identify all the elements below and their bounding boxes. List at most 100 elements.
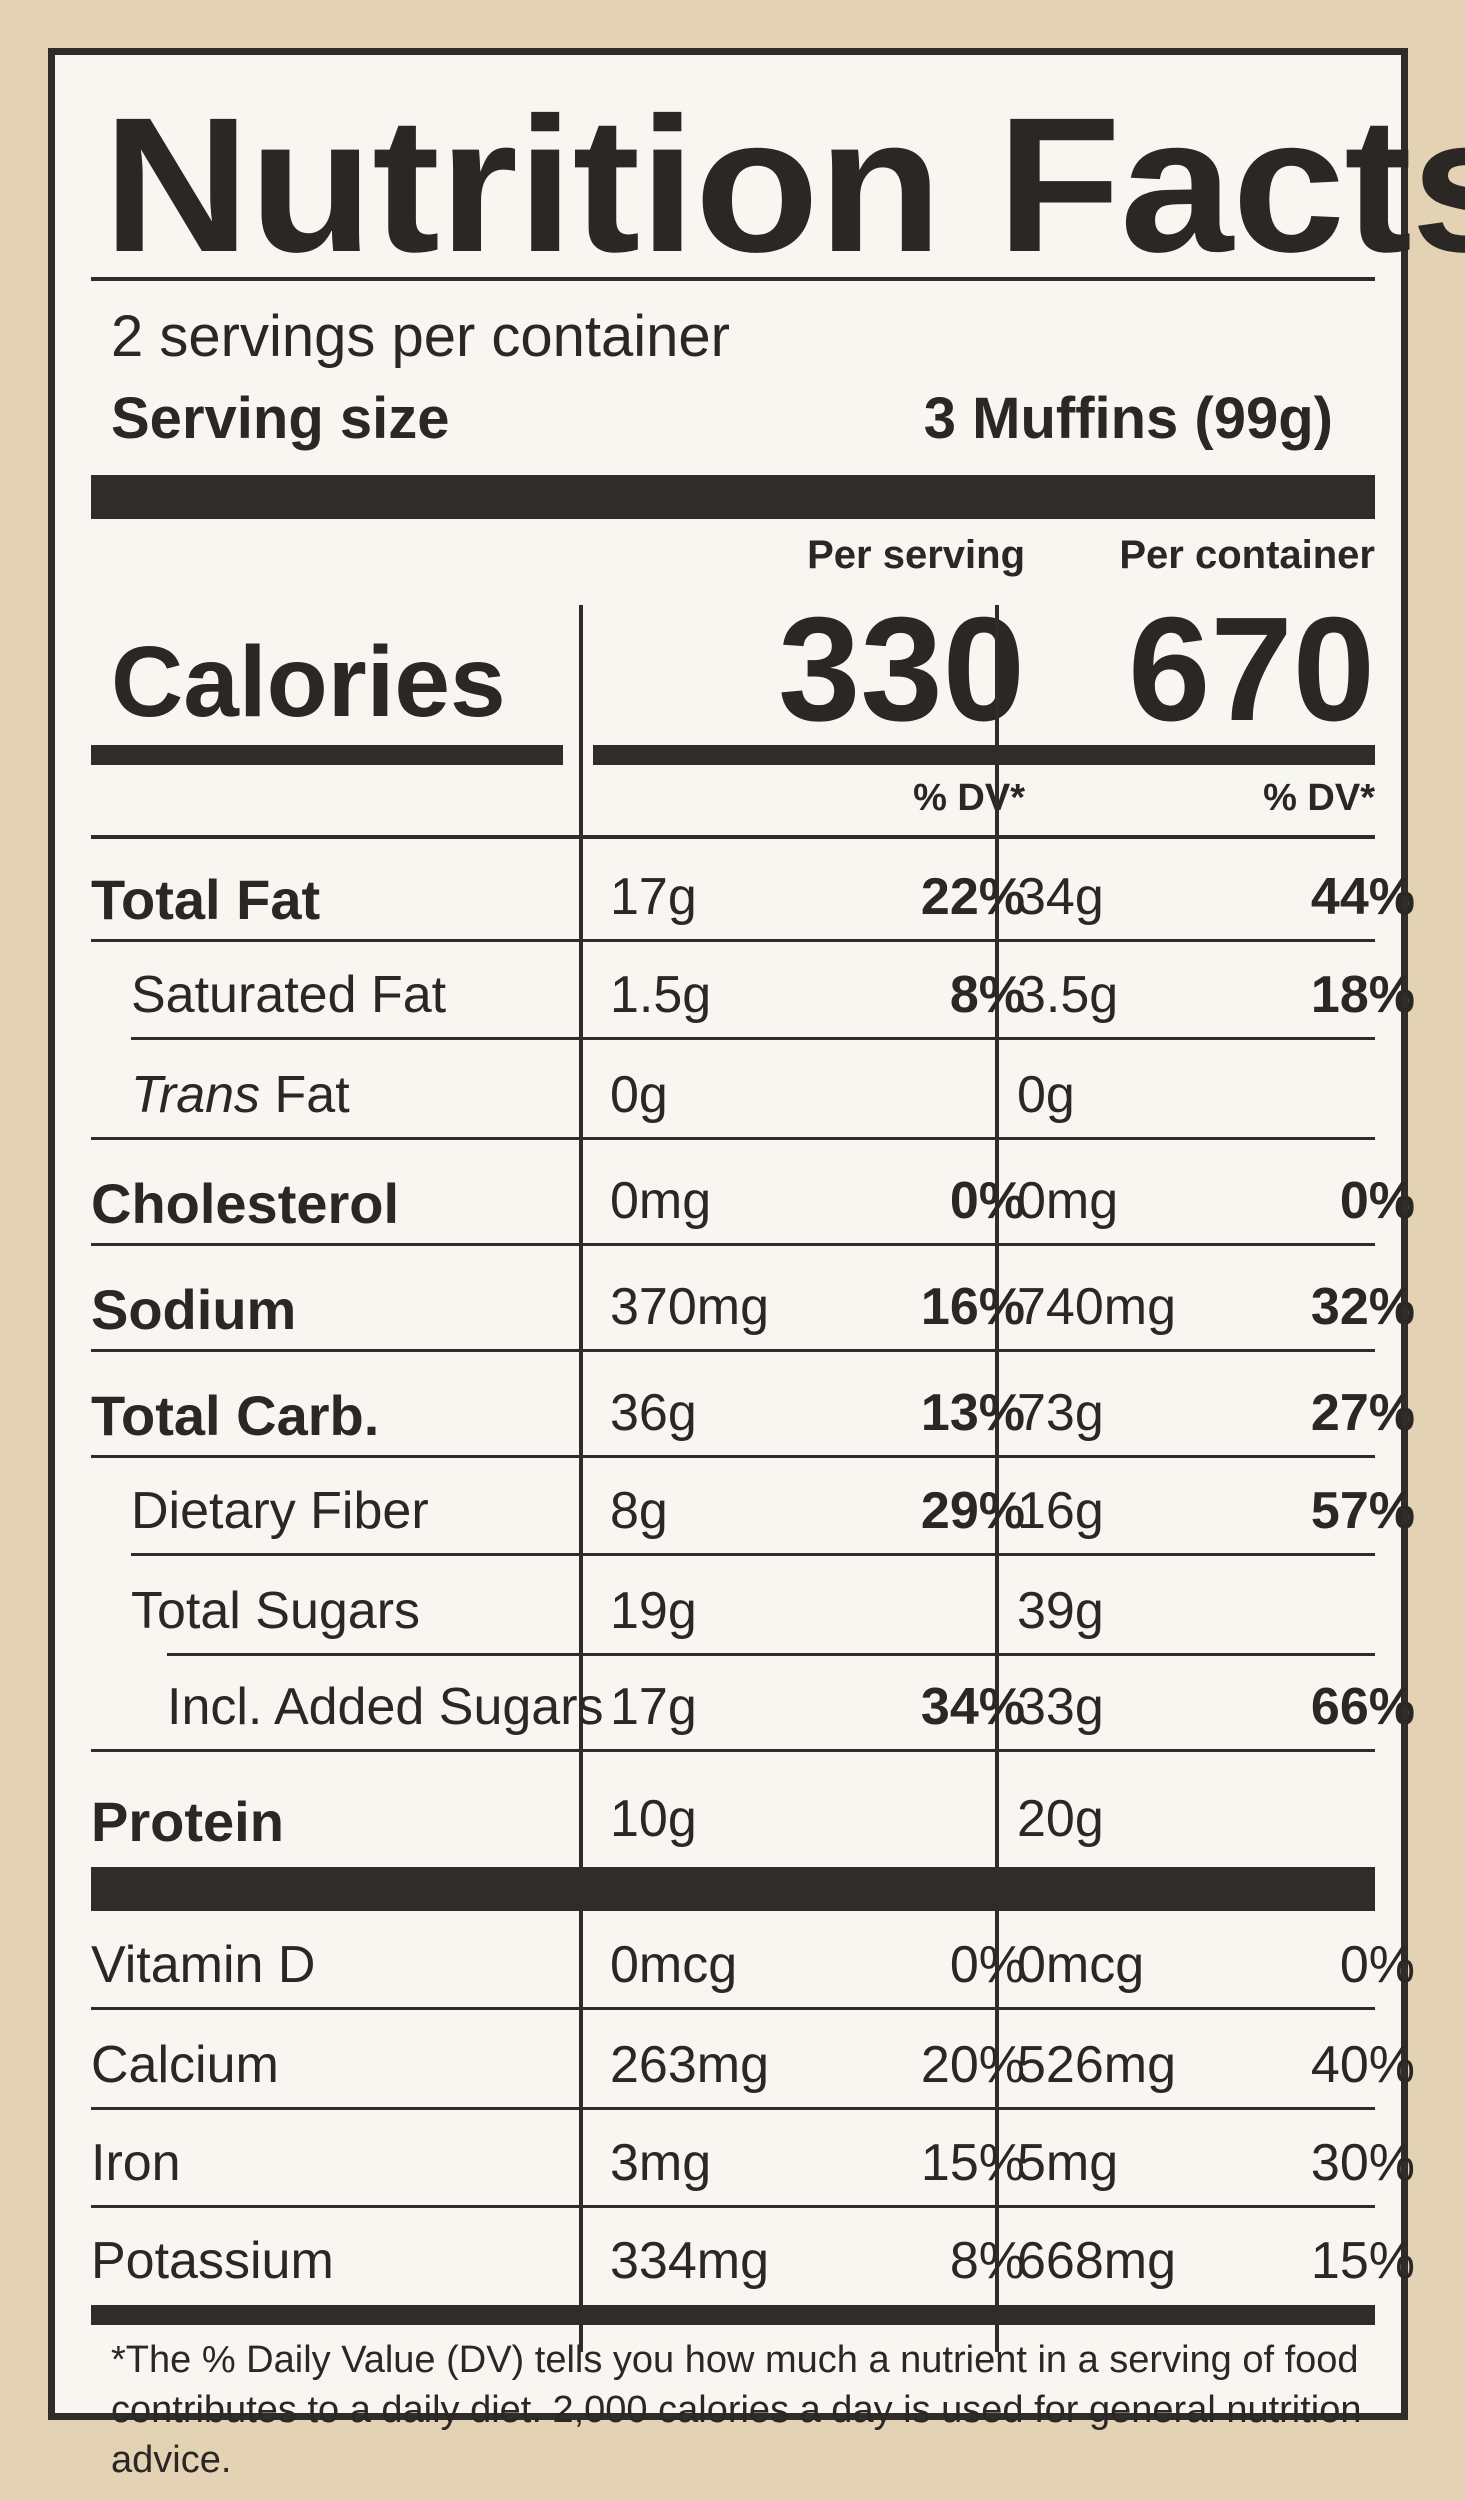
dv-per-container: 57% xyxy=(1310,1482,1415,1540)
nutrient-name-text: Total Sugars xyxy=(131,1582,421,1640)
calories-per-serving: 330 xyxy=(778,587,1025,752)
panel-title: Nutrition Facts xyxy=(103,77,1465,292)
vitamin-row: Vitamin D 0mcg 0% 0mcg 0% xyxy=(55,1913,1415,2010)
dv-per-serving: 8% xyxy=(949,966,1025,1024)
amount-per-serving: 8g xyxy=(610,1482,668,1540)
amount-per-container: 0mcg xyxy=(1017,1936,1145,1994)
amount-per-serving: 17g xyxy=(610,868,697,926)
nutrient-name-text: Saturated Fat xyxy=(131,966,447,1024)
dv-header-rule xyxy=(91,835,1375,839)
amount-per-serving: 334mg xyxy=(610,2232,769,2290)
nutrient-name-text: Fat xyxy=(260,1066,350,1124)
dv-per-serving: 15% xyxy=(920,2134,1025,2192)
amount-per-container: 3.5g xyxy=(1017,966,1119,1024)
column-divider-2 xyxy=(995,605,999,2352)
row-divider xyxy=(91,1455,1375,1458)
amount-per-serving: 1.5g xyxy=(610,966,712,1024)
dv-per-container: 44% xyxy=(1310,868,1415,926)
per-serving-header: Per serving xyxy=(807,533,1025,577)
row-divider xyxy=(91,1243,1375,1246)
calories-rule-right xyxy=(1005,745,1375,765)
row-divider xyxy=(91,2107,1375,2110)
amount-per-serving: 0mg xyxy=(610,1172,712,1230)
dv-per-container: 0% xyxy=(1339,1172,1415,1230)
vitamin-name: Potassium xyxy=(91,2232,334,2290)
nutrient-row: Dietary Fiber 8g 29% 16g 57% xyxy=(55,1459,1415,1556)
nutrient-name: Dietary Fiber xyxy=(131,1481,611,1541)
amount-per-serving: 19g xyxy=(610,1582,697,1640)
nutrient-name-text: Sodium xyxy=(91,1278,297,1341)
amount-per-container: 740mg xyxy=(1017,1278,1176,1336)
amount-per-serving: 10g xyxy=(610,1790,697,1848)
thick-bar-bottom xyxy=(91,2305,1375,2325)
amount-per-container: 526mg xyxy=(1017,2036,1176,2094)
dv-header-container: % DV* xyxy=(1263,777,1375,819)
row-divider xyxy=(91,1749,1375,1752)
row-divider xyxy=(91,2007,1375,2010)
nutrient-row: Saturated Fat 1.5g 8% 3.5g 18% xyxy=(55,943,1415,1040)
amount-per-container: 5mg xyxy=(1017,2134,1119,2192)
calories-rule-mid xyxy=(593,745,1025,765)
amount-per-container: 20g xyxy=(1017,1790,1104,1848)
vitamin-name: Iron xyxy=(91,2134,181,2192)
dv-per-container: 40% xyxy=(1310,2036,1415,2094)
dv-per-container: 32% xyxy=(1310,1278,1415,1336)
nutrient-name: Trans Fat xyxy=(131,1065,611,1125)
dv-per-serving: 22% xyxy=(920,868,1025,926)
amount-per-serving: 370mg xyxy=(610,1278,769,1336)
amount-per-serving: 3mg xyxy=(610,2134,712,2192)
nutrient-name: Total Carb. xyxy=(91,1383,571,1448)
nutrient-name: Total Fat xyxy=(91,867,571,932)
nutrient-name-text: Cholesterol xyxy=(91,1172,400,1235)
nutrient-name: Cholesterol xyxy=(91,1171,571,1236)
vitamin-row: Potassium 334mg 8% 668mg 15% xyxy=(55,2209,1415,2305)
dv-per-container: 0% xyxy=(1339,1936,1415,1994)
nutrient-name: Incl. Added Sugars xyxy=(167,1677,647,1737)
dv-per-container: 66% xyxy=(1310,1678,1415,1736)
servings-per-container: 2 servings per container xyxy=(111,304,730,369)
thick-bar-top xyxy=(91,475,1375,519)
amount-per-serving: 263mg xyxy=(610,2036,769,2094)
dv-per-serving: 0% xyxy=(949,1936,1025,1994)
amount-per-container: 668mg xyxy=(1017,2232,1176,2290)
amount-per-container: 39g xyxy=(1017,1582,1104,1640)
thick-bar-vitamins xyxy=(91,1867,1375,1911)
amount-per-serving: 17g xyxy=(610,1678,697,1736)
nutrient-name-text: Protein xyxy=(91,1790,284,1853)
dv-per-serving: 16% xyxy=(920,1278,1025,1336)
nutrient-name: Protein xyxy=(91,1789,571,1854)
nutrient-name: Saturated Fat xyxy=(131,965,611,1025)
amount-per-container: 16g xyxy=(1017,1482,1104,1540)
nutrient-name-text: Total Carb. xyxy=(91,1384,380,1447)
nutrient-row: Sodium 370mg 16% 740mg 32% xyxy=(55,1255,1415,1352)
dv-per-serving: 20% xyxy=(920,2036,1025,2094)
row-divider xyxy=(91,939,1375,942)
row-divider xyxy=(91,1137,1375,1140)
nutrient-row: Protein 10g 20g xyxy=(55,1767,1401,1863)
nutrient-row: Total Fat 17g 22% 34g 44% xyxy=(55,845,1415,942)
column-divider-1 xyxy=(579,605,583,2352)
per-container-header: Per container xyxy=(1119,533,1375,577)
nutrient-name-text: Incl. Added Sugars xyxy=(167,1678,604,1736)
dv-per-container: 30% xyxy=(1310,2134,1415,2192)
nutrient-row: Cholesterol 0mg 0% 0mg 0% xyxy=(55,1149,1415,1246)
row-divider xyxy=(167,1653,1375,1656)
dv-per-container: 27% xyxy=(1310,1384,1415,1442)
serving-size-label: Serving size xyxy=(111,386,450,451)
row-divider xyxy=(131,1037,1375,1040)
dv-per-serving: 13% xyxy=(920,1384,1025,1442)
nutrition-facts-panel: Nutrition Facts 2 servings per container… xyxy=(48,48,1465,2481)
row-divider xyxy=(91,1349,1375,1352)
dv-per-container: 18% xyxy=(1310,966,1415,1024)
vitamin-name: Vitamin D xyxy=(91,1936,316,1994)
serving-size-value: 3 Muffins (99g) xyxy=(923,386,1333,451)
amount-per-serving: 36g xyxy=(610,1384,697,1442)
nutrient-name: Sodium xyxy=(91,1277,571,1342)
footnote: *The % Daily Value (DV) tells you how mu… xyxy=(111,2339,1362,2482)
calories-rule-left xyxy=(91,745,563,765)
title-rule xyxy=(91,277,1375,281)
nutrient-name-text: Total Fat xyxy=(91,868,321,931)
amount-per-container: 33g xyxy=(1017,1678,1104,1736)
amount-per-container: 34g xyxy=(1017,868,1104,926)
dv-per-serving: 0% xyxy=(949,1172,1025,1230)
